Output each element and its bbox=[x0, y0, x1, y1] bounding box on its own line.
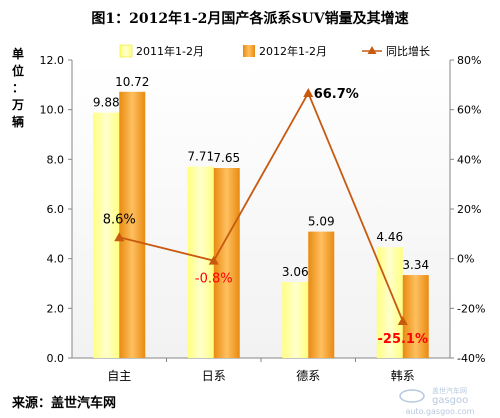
bar-label: 4.46 bbox=[376, 230, 403, 244]
bar-label: 7.71 bbox=[187, 150, 214, 164]
bar-label: 10.72 bbox=[115, 75, 149, 89]
legend-label-2011: 2011年1-2月 bbox=[136, 44, 204, 58]
watermark-url: auto.gasgoo.com bbox=[406, 407, 475, 416]
growth-label: 66.7% bbox=[314, 87, 359, 102]
bar-2011 bbox=[282, 282, 309, 358]
growth-marker bbox=[114, 232, 125, 242]
legend: 2011年1-2月 2012年1-2月 同比增长 bbox=[119, 44, 430, 58]
bar-2011 bbox=[376, 247, 403, 358]
y-left-unit-char: ： bbox=[12, 81, 24, 95]
growth-marker bbox=[303, 88, 314, 98]
x-tick-label: 德系 bbox=[296, 368, 320, 383]
growth-marker bbox=[208, 255, 219, 265]
bar-label: 5.09 bbox=[308, 215, 335, 229]
y-right-tick-label: 80% bbox=[457, 54, 481, 67]
y-right-tick-label: -40% bbox=[457, 352, 485, 365]
y-left-tick-label: 6.0 bbox=[47, 203, 65, 216]
watermark-logo bbox=[399, 389, 425, 403]
bar-label: 3.06 bbox=[282, 265, 309, 279]
legend-marker-growth bbox=[367, 46, 377, 54]
bar-2012 bbox=[402, 275, 429, 358]
watermark-cn: 盖世汽车网 bbox=[432, 386, 467, 395]
legend-label-growth: 同比增长 bbox=[386, 44, 430, 58]
y-right-ticks: -40% -20% 0% 20% 40% 60% 80% bbox=[450, 54, 485, 365]
y-left-tick-label: 12.0 bbox=[40, 54, 65, 67]
y-left-unit-char: 单 bbox=[12, 46, 24, 61]
x-ticks: 自主 日系 德系 韩系 bbox=[107, 358, 415, 383]
bar-label: 9.88 bbox=[93, 96, 120, 110]
legend-swatch-2011 bbox=[119, 44, 133, 58]
bar-label: 7.65 bbox=[213, 151, 240, 165]
y-right-tick-label: 40% bbox=[457, 153, 481, 166]
bar-2012 bbox=[119, 91, 146, 358]
y-right-tick-label: -20% bbox=[457, 302, 485, 315]
x-tick-label: 自主 bbox=[107, 369, 131, 383]
growth-marker bbox=[397, 315, 408, 325]
bars bbox=[93, 91, 429, 358]
y-left-tick-label: 8.0 bbox=[47, 153, 65, 166]
y-left-tick-label: 0.0 bbox=[47, 352, 65, 365]
y-left-unit-char: 辆 bbox=[12, 114, 24, 129]
y-left-unit-char: 位 bbox=[12, 63, 24, 78]
growth-line bbox=[114, 88, 408, 325]
watermark: 盖世汽车网 gasgoo auto.gasgoo.com bbox=[399, 386, 475, 416]
bar-2012 bbox=[308, 231, 335, 358]
bar-label: 3.34 bbox=[402, 258, 429, 272]
growth-label: -0.8% bbox=[195, 272, 233, 287]
chart-title: 图1：2012年1-2月国产各派系SUV销量及其增速 bbox=[91, 10, 408, 27]
source-note: 来源：盖世汽车网 bbox=[11, 395, 116, 411]
growth-label: 8.6% bbox=[103, 212, 136, 227]
y-left-tick-label: 4.0 bbox=[47, 253, 65, 266]
y-right-tick-label: 20% bbox=[457, 203, 481, 216]
watermark-brand: gasgoo bbox=[432, 395, 468, 406]
growth-label: -25.1% bbox=[378, 332, 429, 347]
bar-labels: 9.88 10.72 7.71 7.65 3.06 5.09 4.46 3.34 bbox=[93, 75, 429, 279]
y-left-tick-label: 10.0 bbox=[40, 104, 65, 117]
bar-2011 bbox=[187, 166, 214, 358]
growth-labels: 8.6% -0.8% 66.7% -25.1% bbox=[103, 87, 428, 347]
y-right-tick-label: 60% bbox=[457, 104, 481, 117]
y-left-unit-label: 单位 ： 万辆 bbox=[11, 46, 24, 129]
legend-swatch-2012 bbox=[243, 45, 255, 57]
bar-2011 bbox=[93, 112, 120, 358]
x-tick-label: 日系 bbox=[202, 369, 226, 383]
bar-2012 bbox=[213, 168, 240, 358]
y-right-tick-label: 0% bbox=[457, 253, 474, 266]
y-left-tick-label: 2.0 bbox=[47, 302, 65, 315]
legend-label-2012: 2012年1-2月 bbox=[259, 44, 327, 58]
y-left-unit-char: 万 bbox=[11, 98, 24, 112]
x-tick-label: 韩系 bbox=[391, 368, 415, 383]
growth-line-path bbox=[119, 90, 404, 322]
y-left-ticks: 0.0 2.0 4.0 6.0 8.0 10.0 12.0 bbox=[40, 54, 72, 365]
